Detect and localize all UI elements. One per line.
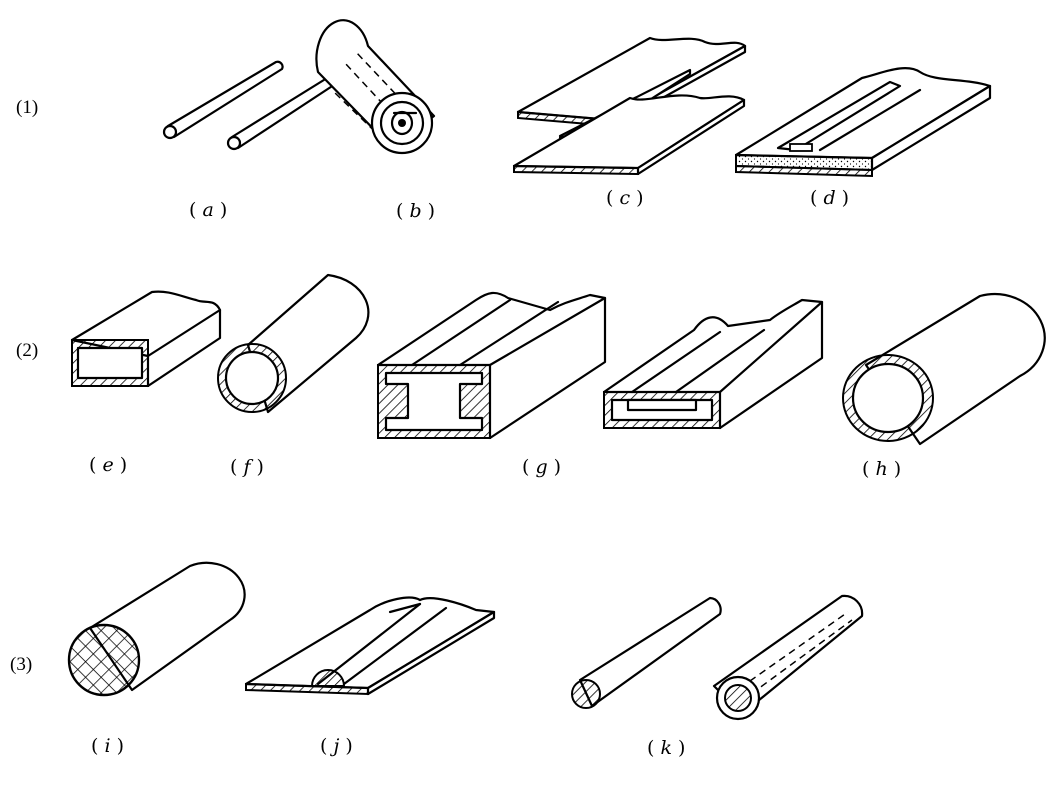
- caption-i: ( i ): [91, 735, 124, 757]
- figure-j-image-line: [244, 596, 496, 696]
- figure-b-coax: [315, 19, 436, 155]
- caption-a-letter: a: [202, 199, 214, 221]
- caption-e: ( e ): [89, 454, 128, 476]
- figure-g-ridge-waveguides: [376, 291, 824, 440]
- figure-e-rect-waveguide: [70, 290, 222, 388]
- caption-f: ( f ): [230, 456, 264, 478]
- caption-c: ( c ): [606, 187, 644, 209]
- caption-c-letter: c: [619, 187, 631, 209]
- caption-b-letter: b: [409, 200, 422, 222]
- caption-j: ( j ): [320, 735, 353, 757]
- row-label-3: (3): [10, 654, 33, 675]
- figure-h-large-circ-waveguide: [842, 293, 1046, 446]
- caption-j-letter: j: [333, 735, 340, 757]
- figure-k-dielectric-rods: [571, 594, 864, 721]
- caption-h: ( h ): [862, 458, 902, 480]
- caption-b: ( b ): [396, 200, 436, 222]
- caption-d: ( d ): [810, 187, 850, 209]
- caption-k: ( k ): [647, 737, 686, 759]
- caption-d-letter: d: [823, 187, 836, 209]
- caption-g: ( g ): [522, 456, 562, 478]
- figure-d-microstrip: [734, 67, 992, 178]
- caption-f-letter: f: [243, 456, 251, 478]
- caption-i-letter: i: [104, 735, 111, 757]
- caption-h-letter: h: [875, 458, 888, 480]
- figure-c-striplines: [512, 36, 747, 176]
- figure-a-rods: [162, 60, 348, 151]
- caption-e-letter: e: [102, 454, 114, 476]
- figure-i-dielectric-rod: [67, 561, 246, 697]
- caption-k-letter: k: [660, 737, 672, 759]
- caption-a: ( a ): [189, 199, 228, 221]
- caption-g-letter: g: [535, 456, 548, 478]
- figure-f-circ-waveguide: [217, 273, 370, 414]
- row-label-2: (2): [16, 340, 39, 361]
- row-label-1: (1): [16, 97, 39, 118]
